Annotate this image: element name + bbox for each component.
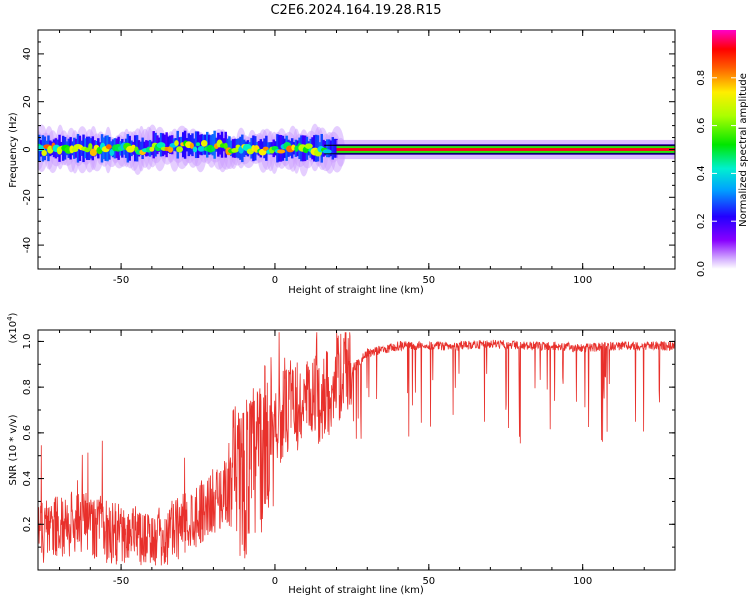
colorbar-tick-label: 0.6: [696, 118, 707, 134]
heatmap-cell: [139, 141, 143, 155]
x-tick-label: -50: [113, 576, 129, 587]
heatmap-cell: [335, 138, 338, 158]
colorbar-tick-label: 0.8: [696, 70, 707, 86]
colorbar: 0.0 0.2 0.4 0.6 0.8 Normalized spectral ampl…: [696, 30, 749, 277]
colorbar-label: Normalized spectral amplitude: [738, 73, 749, 227]
heatmap-band-core: [336, 148, 675, 151]
heatmap-cell: [279, 134, 283, 162]
snr-series-line: [38, 332, 675, 566]
heatmap-cell: [329, 140, 333, 157]
snr-frame: [37, 329, 676, 571]
colorbar-tick-label: 0.4: [696, 165, 707, 181]
spectrogram-x-axis-label: Height of straight line (km): [288, 285, 424, 296]
colorbar-tick-label: 0.0: [696, 261, 707, 277]
heatmap-blob: [223, 142, 228, 150]
colorbar-tick-label: 0.2: [696, 213, 707, 229]
heatmap-cell: [259, 139, 263, 158]
heatmap-blob: [192, 146, 198, 153]
heatmap-blob: [176, 146, 184, 153]
y-tick-label: 0: [22, 146, 33, 152]
chart-title: C2E6.2024.164.19.28.R15: [270, 3, 441, 18]
colorbar-ticks: 0.0 0.2 0.4 0.6 0.8: [696, 70, 736, 277]
snr-x-axis-label: Height of straight line (km): [288, 585, 424, 596]
heatmap-blob: [304, 143, 313, 149]
multiplier-exponent: 4: [6, 316, 14, 321]
heatmap-blob: [156, 142, 166, 149]
x-tick-label: 0: [272, 576, 278, 587]
heatmap-cell: [261, 141, 264, 156]
heatmap-blob: [200, 140, 208, 147]
heatmap-blob: [167, 146, 174, 153]
snr-panel: -50 0 50 100 0.2 0.4 0.6 0.8 1.0 Height of strai…: [6, 312, 676, 596]
heatmap-cell: [165, 132, 168, 158]
x-tick-label: 50: [422, 576, 435, 587]
heatmap-cell: [231, 139, 235, 158]
heatmap-cell: [178, 137, 181, 153]
heatmap-blob: [89, 148, 97, 157]
heatmap-cell: [209, 135, 213, 155]
snr-y-multiplier: (x104): [6, 312, 19, 343]
heatmap-blob: [84, 147, 91, 153]
y-tick-label: 40: [22, 48, 33, 61]
x-tick-label: 100: [573, 576, 592, 587]
heatmap-cell: [326, 139, 329, 158]
heatmap-blob: [149, 146, 155, 152]
y-tick-label: 20: [22, 95, 33, 108]
heatmap-blob: [231, 147, 239, 153]
heatmap-blob: [189, 142, 194, 149]
y-tick-label: 0.2: [22, 516, 33, 532]
heatmap-cell: [278, 134, 281, 162]
y-tick-label: -20: [22, 189, 33, 205]
heatmap-cell: [193, 138, 196, 151]
spectrogram-y-axis-label: Frequency (Hz): [8, 112, 19, 188]
heatmap-blob: [196, 142, 201, 147]
spectrogram-heatmap: [38, 123, 675, 177]
heatmap-blob: [41, 150, 47, 157]
heatmap-cell: [110, 141, 113, 156]
heatmap-cell: [331, 137, 335, 160]
heatmap-blob: [109, 148, 115, 157]
x-tick-label: 100: [573, 275, 592, 286]
y-tick-label: 0.8: [22, 379, 33, 395]
heatmap-cell: [137, 140, 141, 157]
snr-axes: -50 0 50 100 0.2 0.4 0.6 0.8 1.0: [22, 330, 676, 587]
x-tick-label: 50: [422, 275, 435, 286]
heatmap-cell: [167, 136, 170, 153]
heatmap-cell: [91, 136, 95, 161]
heatmap-blob: [322, 149, 332, 154]
heatmap-cell: [207, 134, 211, 155]
y-tick-label: -40: [22, 237, 33, 253]
heatmap-cell: [141, 137, 144, 160]
x-tick-label: 0: [272, 275, 278, 286]
heatmap-blob: [276, 149, 286, 154]
heatmap-cell: [228, 136, 231, 154]
heatmap-cell: [327, 139, 331, 158]
y-tick-label: 0.4: [22, 471, 33, 487]
heatmap-blob: [197, 146, 205, 152]
heatmap-blob: [105, 144, 112, 150]
y-tick-label: 1.0: [22, 333, 33, 349]
y-tick-label: 0.6: [22, 425, 33, 441]
heatmap-blob: [174, 140, 179, 147]
spectrogram-panel: -50 0 50 100 -40 -20 0 20 40 Height of straight …: [8, 29, 676, 296]
heatmap-cell: [230, 140, 233, 157]
heatmap-cell: [333, 138, 336, 158]
heatmap-cell: [206, 131, 209, 158]
heatmap-blob: [131, 144, 136, 149]
snr-line-plot: [38, 332, 675, 566]
multiplier-close: ): [8, 312, 19, 316]
x-tick-label: -50: [113, 275, 129, 286]
colorbar-gradient: [712, 30, 736, 269]
heatmap-cell: [211, 134, 215, 156]
heatmap-blob: [88, 143, 93, 150]
spectrogram-axes: -50 0 50 100 -40 -20 0 20 40: [22, 30, 676, 286]
snr-y-axis-label: SNR (10 * v/v): [8, 414, 19, 485]
heatmap-blob: [262, 146, 269, 151]
